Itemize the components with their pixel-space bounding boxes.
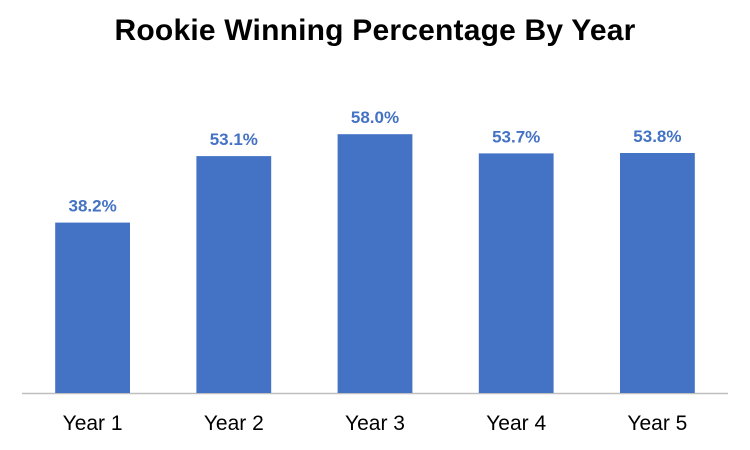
bar-year-1 xyxy=(55,222,131,393)
x-tick-label: Year 2 xyxy=(204,412,264,435)
bar-year-5 xyxy=(620,153,695,393)
x-tick-label: Year 1 xyxy=(63,412,123,435)
x-tick-label: Year 5 xyxy=(627,412,687,435)
x-tick-label: Year 3 xyxy=(345,412,405,435)
bar-year-4 xyxy=(478,153,554,393)
x-tick-label: Year 4 xyxy=(486,412,546,435)
bar-year-2 xyxy=(196,156,272,393)
data-label: 38.2% xyxy=(68,197,116,216)
chart-title: Rookie Winning Percentage By Year xyxy=(114,14,636,47)
data-label: 58.0% xyxy=(351,108,399,127)
bar-year-3 xyxy=(337,134,413,393)
data-label: 53.1% xyxy=(210,130,258,149)
data-label: 53.8% xyxy=(633,127,681,146)
data-label: 53.7% xyxy=(492,127,540,146)
